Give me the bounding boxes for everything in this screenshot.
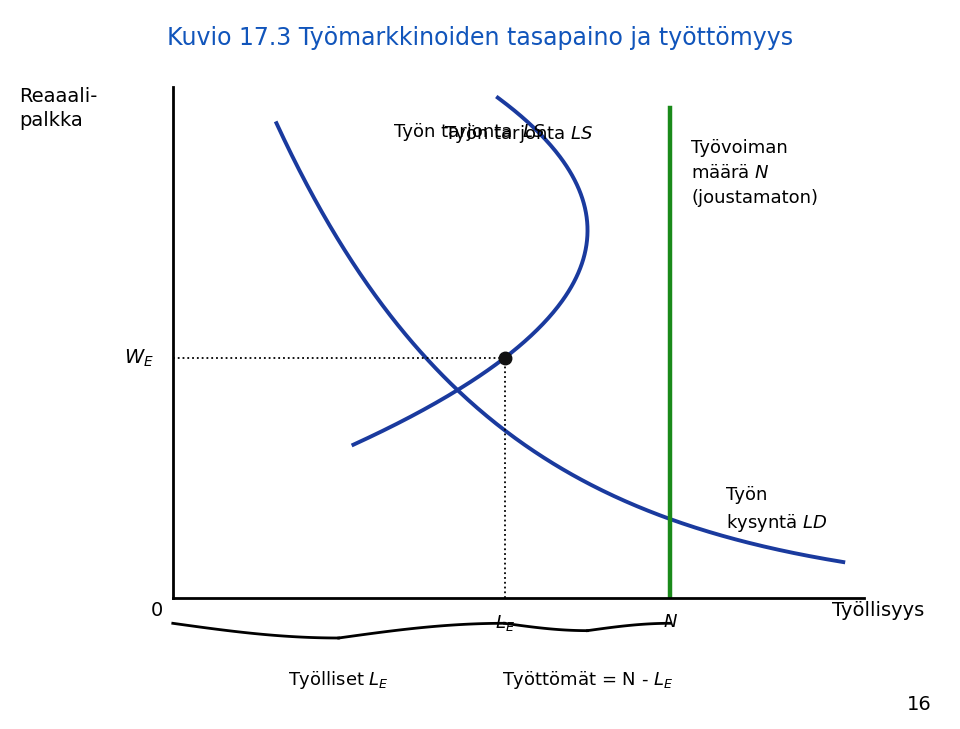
- Text: $N$: $N$: [663, 613, 678, 631]
- Text: Työn tarjonta: Työn tarjonta: [395, 123, 518, 141]
- Text: 0: 0: [151, 601, 163, 620]
- Text: Kuvio 17.3 Työmarkkinoiden tasapaino ja työttömyys: Kuvio 17.3 Työmarkkinoiden tasapaino ja …: [167, 26, 793, 50]
- Text: Työvoiman
määrä $N$
(joustamaton): Työvoiman määrä $N$ (joustamaton): [691, 139, 818, 206]
- Text: $L_E$: $L_E$: [494, 613, 515, 633]
- Text: Työn
kysyntä $LD$: Työn kysyntä $LD$: [726, 486, 828, 534]
- Text: $LS$: $LS$: [522, 123, 544, 141]
- Text: Työn tarjonta $LS$: Työn tarjonta $LS$: [444, 123, 593, 145]
- Text: Työttömät = N - $L_E$: Työttömät = N - $L_E$: [502, 669, 673, 691]
- Text: $W_E$: $W_E$: [124, 347, 154, 369]
- Text: Työlliset $L_E$: Työlliset $L_E$: [288, 669, 389, 691]
- Text: 16: 16: [906, 695, 931, 714]
- Text: Reaaali-
palkka: Reaaali- palkka: [19, 87, 98, 130]
- Text: Työllisyys: Työllisyys: [832, 601, 924, 620]
